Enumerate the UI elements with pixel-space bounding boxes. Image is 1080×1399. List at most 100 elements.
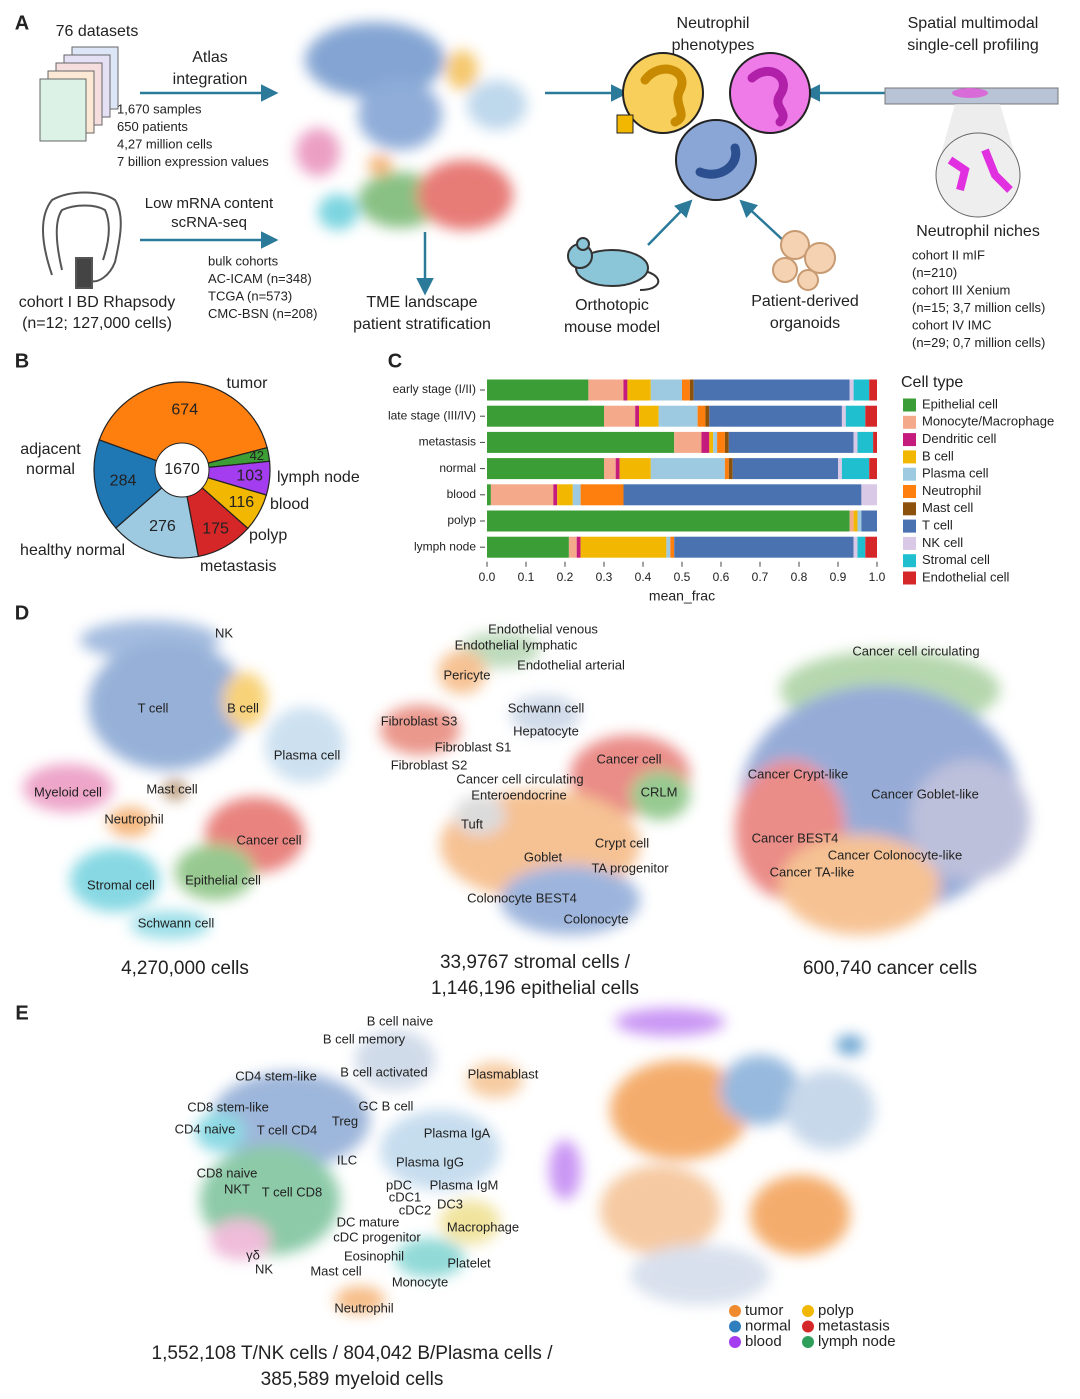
arrows-part — [739, 199, 786, 243]
umap-stromal-epithelial — [380, 632, 690, 935]
pie-center — [154, 442, 210, 498]
cluster-label: CD8 stem-like — [187, 1099, 269, 1114]
umap-stromal-epithelial-part — [380, 705, 460, 755]
cluster-label: Epithelial cell — [185, 872, 261, 887]
intestine-part — [42, 191, 122, 283]
legend-label: Neutrophil — [922, 483, 981, 498]
panel-letter: A — [15, 12, 29, 34]
cluster-label: NKT — [224, 1181, 250, 1196]
x-tick-label: 0.8 — [791, 570, 808, 584]
legend-label: Stromal cell — [922, 552, 990, 567]
bar-segment — [857, 536, 866, 558]
legend-swatch — [903, 415, 916, 429]
bar-segment — [619, 458, 651, 480]
cluster-label: B cell memory — [323, 1031, 406, 1046]
umap-stromal-epithelial-part — [438, 650, 486, 694]
bar-segment — [869, 458, 877, 480]
pie-label: polyp — [249, 527, 287, 544]
bar-segment — [689, 379, 694, 401]
bar-segment — [576, 536, 581, 558]
cluster-label: Endothelial lymphatic — [455, 637, 578, 652]
slide — [884, 87, 1059, 218]
umap-caption: 4,270,000 cells — [121, 958, 249, 979]
pie-value-label: 42 — [250, 448, 264, 463]
cluster-label: NK — [255, 1261, 273, 1276]
legend-swatch — [903, 502, 916, 516]
cluster-label: cDC2 — [399, 1202, 432, 1217]
cluster-label: TA progenitor — [591, 860, 669, 875]
cluster-label: CD8 naive — [197, 1165, 258, 1180]
pie-label: blood — [270, 496, 309, 513]
legend-swatch — [903, 554, 916, 568]
umap-stromal-epithelial-part — [630, 770, 690, 820]
y-tick-label: normal — [439, 461, 476, 475]
umap-all-cells-part — [163, 780, 187, 800]
umap-tissue-part — [610, 1060, 750, 1160]
atlas-label: Atlas — [192, 49, 228, 66]
mouse-label: mouse model — [564, 319, 660, 336]
cluster-label: pDC — [386, 1177, 412, 1192]
organoid-icon-part — [797, 269, 819, 291]
niche-cohort: cohort III Xenium — [912, 282, 1010, 297]
cluster-label: Schwann cell — [138, 915, 215, 930]
slide-part — [935, 132, 1021, 218]
bar-segment — [865, 405, 877, 427]
umap-immune-part — [210, 1072, 370, 1168]
bar-segment — [666, 536, 671, 558]
bar-segment — [588, 379, 624, 401]
bar-segment — [697, 405, 706, 427]
cluster-label: Myeloid cell — [34, 784, 102, 799]
bar-segment — [841, 405, 846, 427]
x-tick-label: 0.3 — [596, 570, 613, 584]
organoid-icon-part — [804, 242, 836, 274]
x-tick-label: 0.1 — [518, 570, 535, 584]
cluster-label: Fibroblast S1 — [435, 739, 512, 754]
bar-segment — [849, 379, 854, 401]
cluster-label: Colonocyte BEST4 — [467, 890, 577, 905]
umap-atlas-part — [318, 194, 358, 230]
cluster-label: Plasma IgA — [424, 1125, 491, 1140]
pie-value-label: 175 — [202, 520, 229, 537]
legend-marker — [802, 1320, 814, 1333]
cluster-label: Cancer TA-like — [770, 864, 855, 879]
umap-all-cells-part — [130, 911, 210, 939]
pie-label: tumor — [227, 375, 269, 392]
legend-label: Plasma cell — [922, 466, 989, 481]
cluster-label: Enteroendocrine — [471, 787, 566, 802]
umap-atlas-part — [417, 160, 513, 230]
umap-tissue-part — [750, 1175, 850, 1255]
cluster-label: Endothelial venous — [488, 621, 598, 636]
scrna-label: Low mRNA content — [145, 195, 274, 212]
cluster-label: CRLM — [641, 784, 678, 799]
legend-swatch — [903, 398, 916, 412]
legend-swatch — [903, 433, 916, 447]
umap-stromal-epithelial-part — [500, 865, 640, 935]
cluster-label: Plasma cell — [274, 747, 341, 762]
scrna-label: scRNA-seq — [171, 214, 247, 231]
umap-caption: 600,740 cancer cells — [803, 958, 977, 979]
neutrophil-icons-part — [675, 119, 757, 201]
bar-segment — [487, 431, 675, 453]
neutrophil-icons-part — [695, 143, 741, 179]
cluster-label: B cell — [227, 700, 259, 715]
pie-slice — [93, 439, 184, 529]
cluster-label: Cancer cell circulating — [852, 643, 979, 658]
legend-label: blood — [745, 1333, 782, 1350]
bar-segment — [615, 458, 620, 480]
tme-label: TME landscape — [366, 294, 477, 311]
pie-label: healthy normal — [20, 542, 125, 559]
cluster-label: Treg — [332, 1113, 358, 1128]
neutrophil-icons-part — [747, 67, 788, 127]
bar-segment — [604, 458, 616, 480]
cluster-label: T cell — [138, 700, 169, 715]
bar-segment — [623, 379, 628, 401]
bar-segment — [717, 431, 725, 453]
bar-segment — [732, 458, 838, 480]
arrows — [140, 84, 885, 296]
bar-segment — [853, 510, 858, 532]
bar-segment — [553, 484, 558, 506]
legend-marker — [729, 1320, 741, 1333]
bar-segment — [487, 458, 604, 480]
